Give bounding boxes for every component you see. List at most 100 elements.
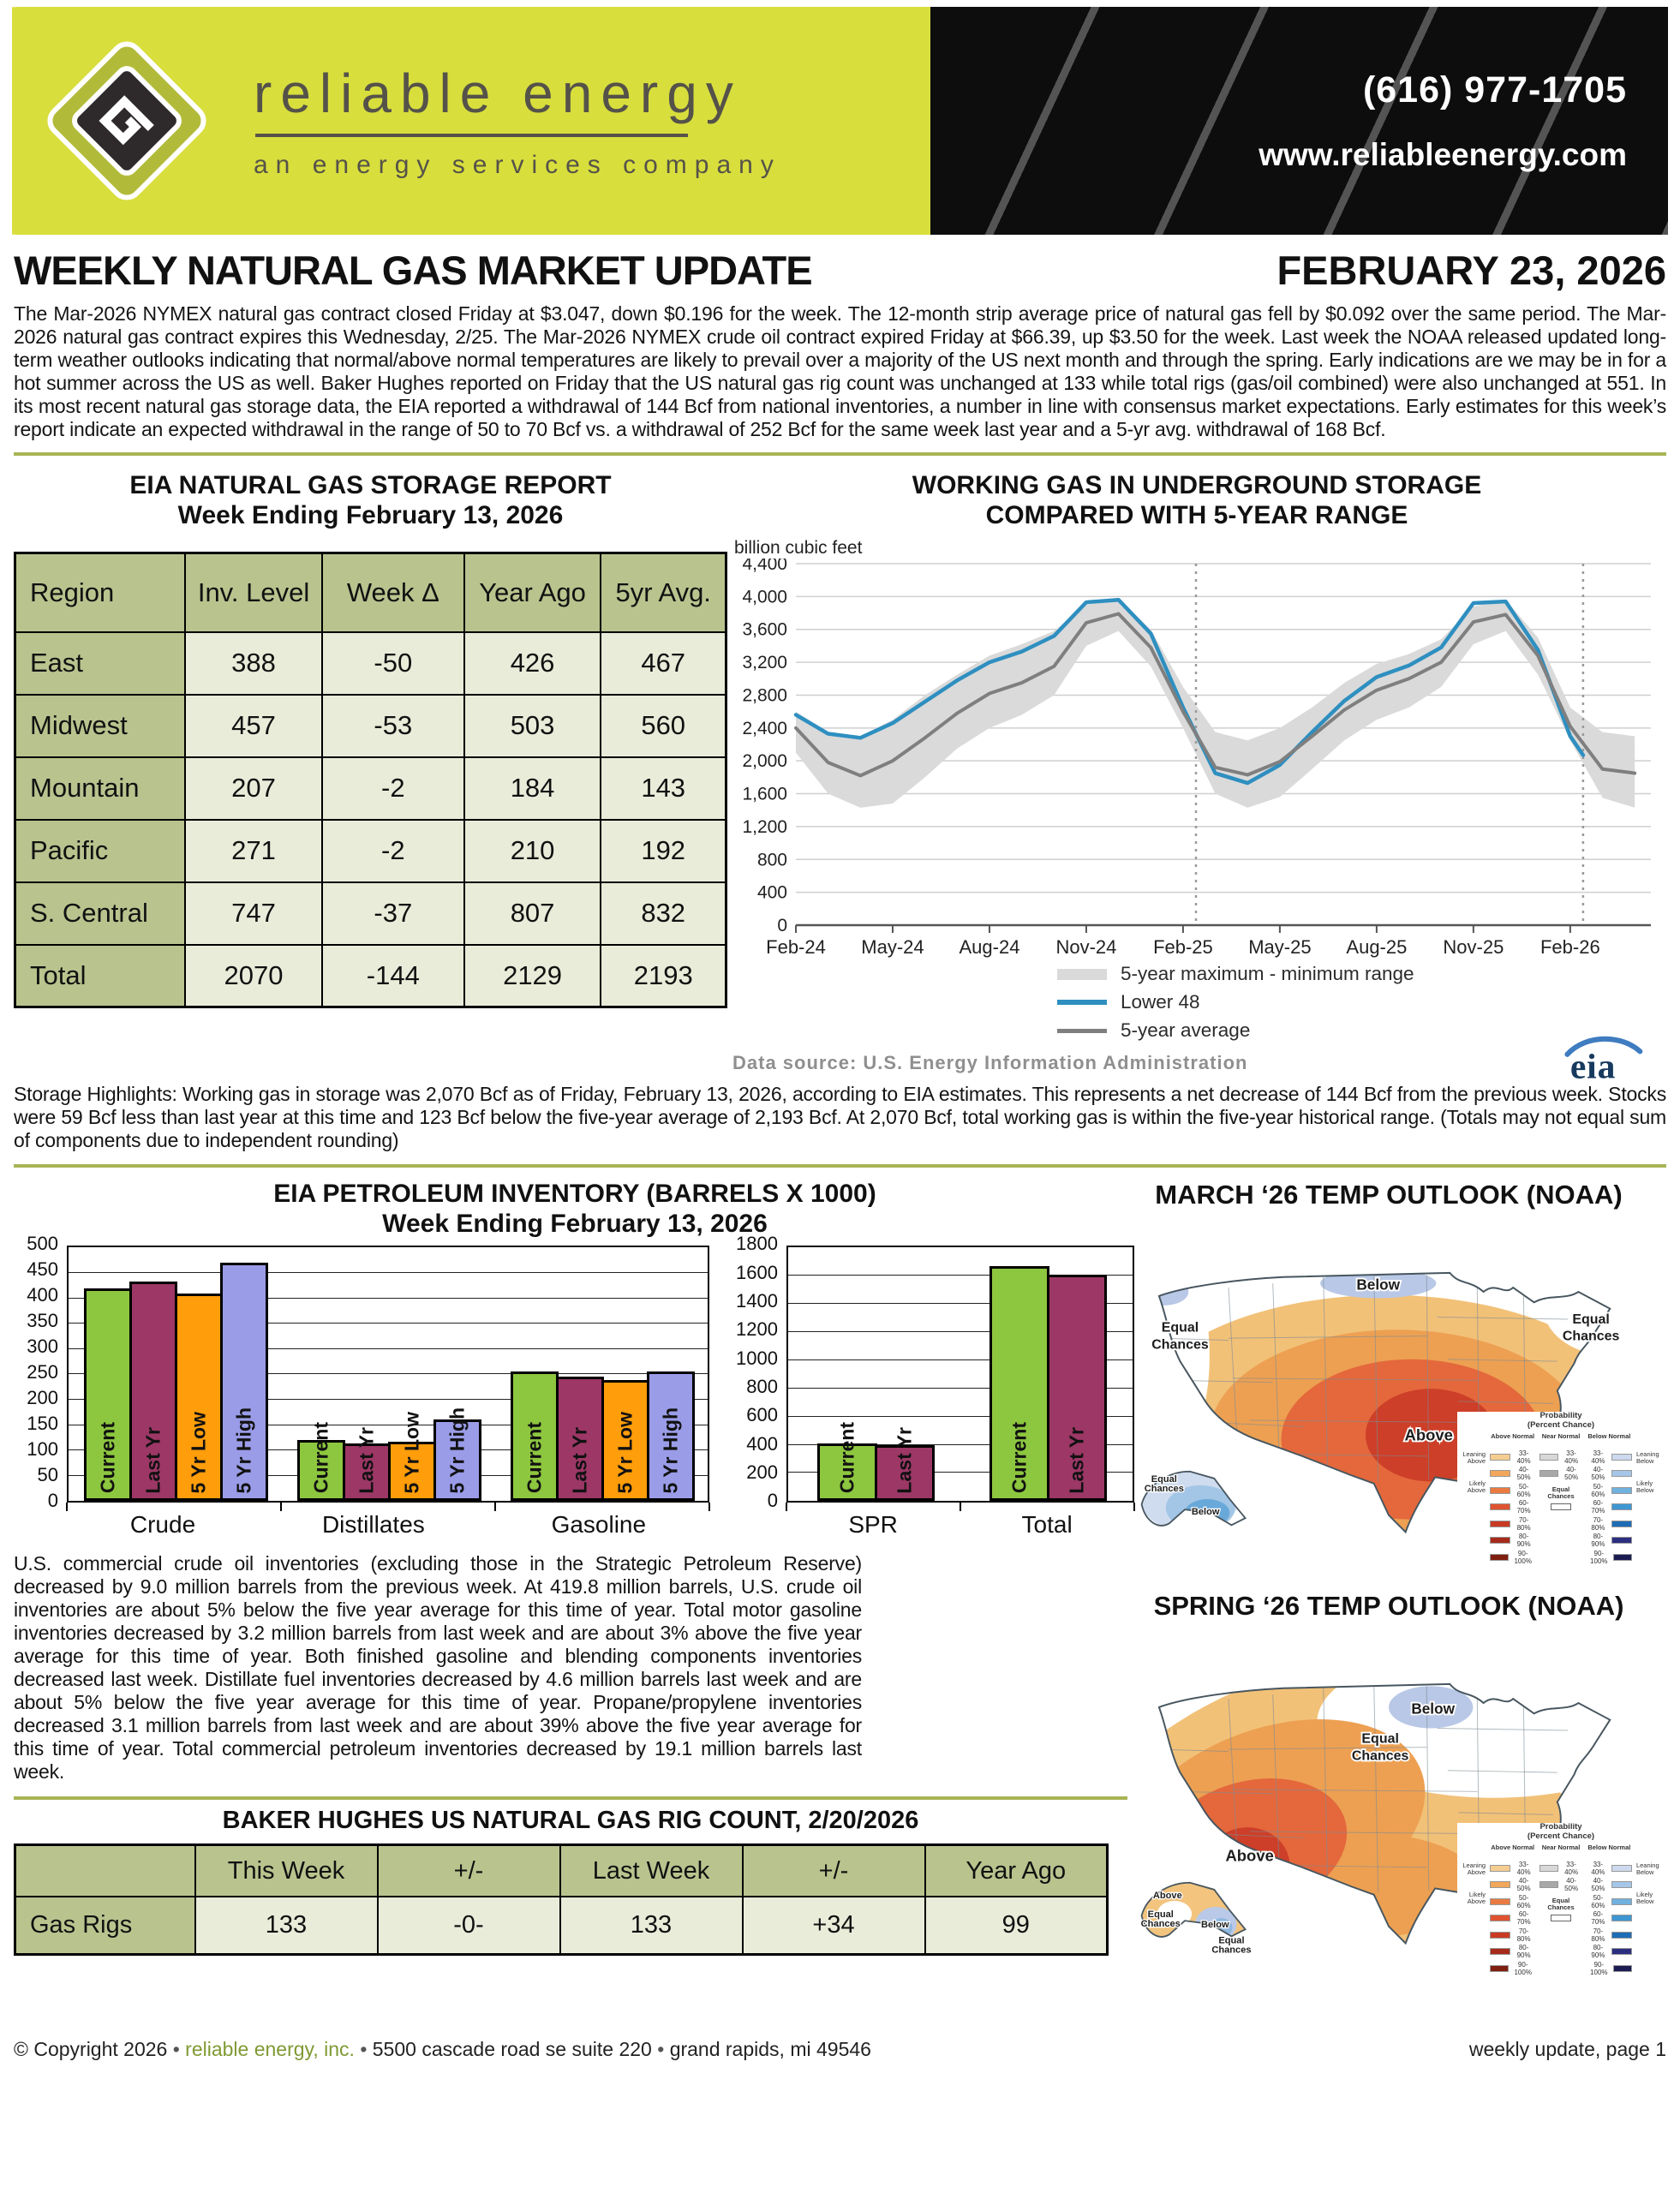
issue-date: FEBRUARY 23, 2026 [1276, 248, 1666, 293]
table-cell: 99 [924, 1895, 1109, 1956]
bar-label: Last Yr [355, 1426, 378, 1494]
bar-label: 5 Yr Low [613, 1411, 637, 1494]
category-label: Crude [129, 1511, 196, 1539]
svg-text:Chances: Chances [1211, 1945, 1251, 1955]
svg-text:Above: Above [1153, 1891, 1182, 1901]
march-outlook-map: Below Equal Chances Equal Chances Above Eq… [1111, 1214, 1666, 1569]
address-street: 5500 cascade road se suite 220 [372, 2037, 652, 2060]
website-url[interactable]: www.reliableenergy.com [1259, 136, 1627, 172]
table-row: Midwest 457 -53 503 560 [14, 693, 727, 758]
table-cell: -37 [320, 881, 465, 946]
svg-text:Chances: Chances [1141, 1919, 1181, 1929]
table-cell: -2 [320, 756, 465, 821]
phone-number: (616) 977-1705 [1362, 69, 1627, 111]
svg-text:Below: Below [1411, 1700, 1455, 1717]
bar-group: Current Last Yr [816, 1247, 935, 1502]
category-label: Distillates [321, 1511, 425, 1539]
rig-count-table: This Week +/- Last Week +/- Year Ago Gas Rigs… [14, 1843, 1109, 1957]
legend-item: 5-year maximum - minimum range [1057, 963, 1666, 985]
svg-text:2,000: 2,000 [742, 751, 787, 771]
table-cell: 467 [600, 630, 727, 696]
bar: 5 Yr High [220, 1263, 269, 1502]
table-cell: 133 [194, 1895, 379, 1956]
divider [14, 1163, 1666, 1168]
bar-group: Current Last Yr 5 Yr Low 5 Yr High [84, 1247, 269, 1502]
bar-label: Last Yr [893, 1426, 915, 1494]
svg-text:Aug-24: Aug-24 [959, 936, 1019, 958]
bar-label: 5 Yr High [232, 1407, 255, 1494]
spr-total-bar-chart: 0 200 400 600 800 1000 1200 1400 1600 1800 Current… [733, 1233, 1135, 1539]
noaa-probability-legend: Probability (Percent Chance) Leaning Abov… [1457, 1411, 1665, 1565]
divider [14, 1796, 1127, 1801]
svg-text:Chances: Chances [1352, 1748, 1409, 1763]
category-label: Gasoline [551, 1511, 647, 1539]
storage-table-column: EIA NATURAL GAS STORAGE REPORT Week Endi… [14, 468, 727, 1074]
header-band: reliable energy an energy services compa… [12, 7, 1668, 235]
petroleum-heading: EIA PETROLEUM INVENTORY (BARRELS X 1000)… [273, 1179, 876, 1238]
svg-text:400: 400 [757, 883, 787, 903]
bar: 5 Yr High [646, 1371, 695, 1502]
wordmark: reliable energy an energy services compa… [254, 62, 781, 180]
svg-text:0: 0 [777, 916, 787, 935]
column-header [14, 1843, 196, 1897]
svg-text:Feb-24: Feb-24 [766, 936, 826, 958]
column-header: Year Ago [463, 552, 602, 633]
table-cell: 2129 [463, 943, 602, 1008]
table-cell: 560 [600, 693, 727, 758]
bar-label: Last Yr [1065, 1426, 1087, 1494]
table-cell: 184 [463, 756, 602, 821]
bar: 5 Yr Low [175, 1293, 224, 1502]
svg-text:Equal: Equal [1361, 1731, 1398, 1746]
storage-chart-heading: WORKING GAS IN UNDERGROUND STORAGE COMPA… [912, 471, 1482, 530]
bar: Last Yr [1046, 1274, 1107, 1502]
legend-item: Lower 48 [1057, 991, 1666, 1013]
bar: Current [816, 1422, 877, 1502]
table-cell: -2 [320, 818, 465, 883]
noaa-column: MARCH ‘26 TEMP OUTLOOK (NOAA) Below Equa… [1111, 1180, 1666, 1980]
petroleum-text-wrap: U.S. commercial crude oil inventories (e… [14, 1552, 862, 1783]
average-swatch-icon [1057, 1028, 1107, 1033]
table-cell: 457 [184, 693, 323, 758]
bar-label: 5 Yr Low [187, 1411, 210, 1494]
petroleum-paragraph: U.S. commercial crude oil inventories (e… [14, 1552, 862, 1783]
table-cell: -0- [376, 1895, 561, 1956]
bar-label: 5 Yr Low [400, 1411, 423, 1494]
eia-logo: eia [1564, 1036, 1643, 1086]
svg-text:4,000: 4,000 [742, 587, 787, 607]
category-label: SPR [848, 1511, 898, 1539]
svg-text:1,600: 1,600 [742, 785, 787, 804]
spring-outlook-heading: SPRING ‘26 TEMP OUTLOOK (NOAA) [1153, 1590, 1624, 1621]
table-cell: 2193 [600, 943, 727, 1008]
svg-text:Aug-25: Aug-25 [1346, 936, 1407, 958]
bar-label: Current [1007, 1422, 1030, 1494]
svg-text:Above: Above [1405, 1425, 1453, 1443]
table-cell: -53 [320, 693, 465, 758]
storage-line-chart: 0 400 800 1,200 1,600 2,000 2,400 2,800 3,200 3,6… [727, 559, 1666, 961]
svg-text:3,200: 3,200 [742, 653, 787, 672]
column-header: Year Ago [924, 1843, 1109, 1897]
bar: Current [989, 1266, 1049, 1502]
company-name: reliable energy, inc. [185, 2037, 355, 2060]
table-row: Mountain 207 -2 184 143 [14, 756, 727, 821]
bar-label: Current [309, 1422, 332, 1494]
svg-text:Equal: Equal [1218, 1935, 1244, 1945]
bar-label: 5 Yr High [659, 1407, 682, 1494]
brand-tagline: an energy services company [254, 151, 781, 179]
svg-text:2,400: 2,400 [742, 719, 787, 738]
bar: 5 Yr Low [387, 1412, 436, 1502]
bar: Last Yr [874, 1427, 935, 1502]
table-cell: 2070 [184, 943, 323, 1008]
table-row: East 388 -50 426 467 [14, 630, 727, 696]
svg-text:4,400: 4,400 [742, 559, 787, 574]
bar-label: Current [96, 1422, 119, 1494]
storage-chart-column: WORKING GAS IN UNDERGROUND STORAGE COMPA… [727, 468, 1666, 1086]
row-header: East [14, 630, 187, 696]
table-cell: 426 [463, 630, 602, 696]
column-header: Week Δ [320, 552, 465, 633]
bar-group: Current Last Yr [989, 1247, 1107, 1502]
bar-label: 5 Yr High [445, 1407, 469, 1494]
svg-text:1,200: 1,200 [742, 817, 787, 837]
